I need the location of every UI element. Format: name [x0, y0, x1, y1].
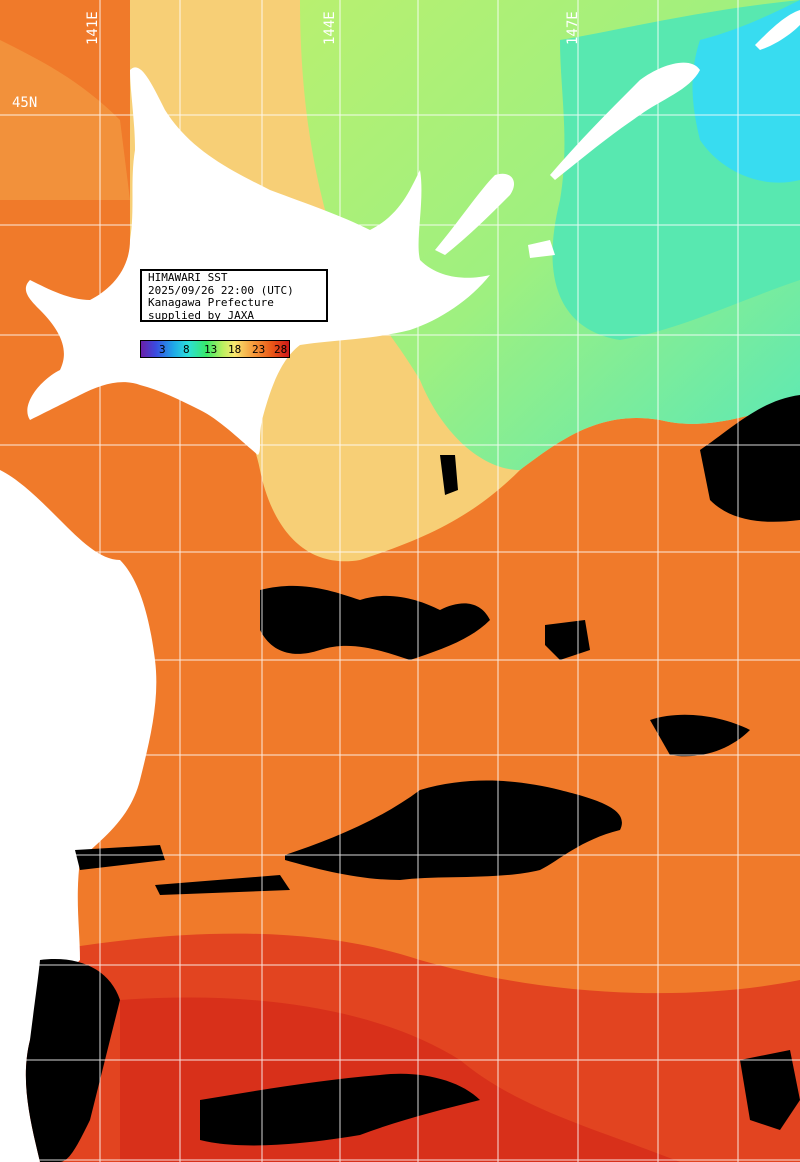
longitude-label: 147E [565, 11, 581, 45]
colorbar-tick: 13 [204, 343, 218, 356]
urup-island [755, 10, 800, 50]
hokkaido-land [25, 67, 491, 455]
cloud-mask [700, 395, 800, 522]
warm-swirl [0, 40, 130, 200]
cloud-mask [75, 845, 165, 870]
iturup-island [550, 62, 700, 180]
kunashir-island [435, 173, 515, 255]
colorbar-tick: 3 [159, 343, 166, 356]
latitude-label: 45N [12, 95, 38, 111]
info-timestamp: 2025/09/26 22:00 (UTC) [148, 283, 294, 297]
info-box: HIMAWARI SST 2025/09/26 22:00 (UTC) Kana… [140, 269, 328, 322]
temperature-colorbar: 3 8 13 18 23 28 [140, 340, 290, 358]
colorbar-tick: 18 [228, 343, 242, 356]
info-title: HIMAWARI SST [148, 271, 228, 284]
colorbar-tick: 23 [252, 343, 266, 356]
cloud-mask [440, 455, 458, 495]
colorbar-tick: 8 [183, 343, 190, 356]
cloud-mask [260, 585, 490, 660]
shikotan-island [528, 240, 555, 258]
colorbar-tick: 28 [274, 343, 288, 356]
cloud-mask [25, 959, 120, 1162]
info-source: supplied by JAXA [148, 308, 254, 322]
longitude-label: 144E [322, 11, 338, 45]
coldest-water [692, 0, 800, 183]
cloud-mask [740, 1050, 800, 1130]
cloud-mask [650, 714, 750, 757]
longitude-label: 141E [85, 11, 101, 45]
info-region: Kanagawa Prefecture [148, 296, 274, 309]
cloud-mask [545, 620, 590, 660]
cloud-mask [155, 875, 290, 895]
